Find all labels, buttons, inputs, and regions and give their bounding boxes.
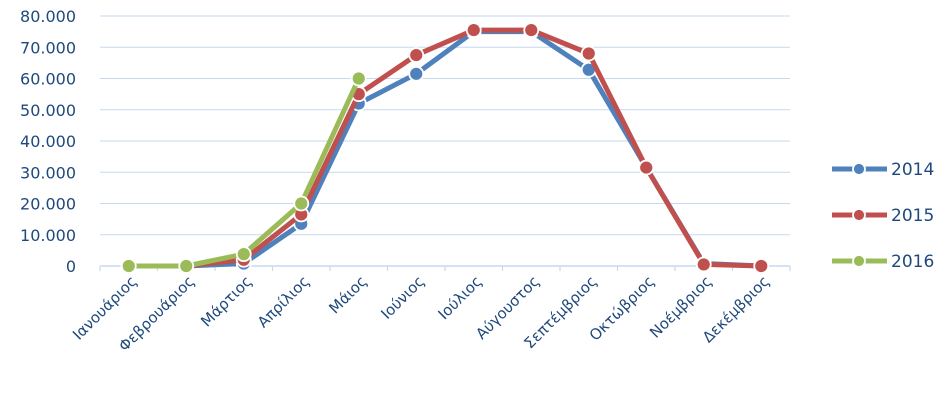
legend-label: 2016: [891, 252, 934, 272]
y-tick-label: 50.000: [20, 101, 76, 120]
legend-swatch-marker: [852, 162, 866, 176]
x-tick-label: Μάιος: [325, 272, 370, 317]
y-tick-label: 80.000: [20, 7, 76, 26]
data-point: [293, 195, 310, 212]
x-tick-label: Ιούλιος: [435, 272, 486, 323]
data-point: [235, 246, 252, 263]
data-point: [580, 45, 597, 62]
y-tick-label: 20.000: [20, 195, 76, 214]
x-tick-label: Μάρτιος: [197, 272, 255, 330]
data-point: [753, 258, 770, 274]
legend-swatch-marker: [852, 254, 866, 268]
data-point: [408, 47, 425, 63]
data-point: [350, 70, 367, 87]
series-line: [126, 27, 764, 269]
series-2015: [120, 22, 770, 274]
data-point: [465, 22, 482, 38]
series-line: [126, 29, 764, 269]
y-axis-ticks: 0 10.000 20.000 30.000 40.000 50.000 60.000 70.…: [20, 7, 76, 276]
x-tick-label: Ιούνιος: [377, 272, 428, 323]
y-tick-label: 60.000: [20, 70, 76, 89]
legend-item: 2015: [832, 206, 934, 226]
legend-swatch-marker: [852, 208, 866, 222]
y-tick-label: 30.000: [20, 163, 76, 182]
data-point: [408, 65, 425, 82]
y-tick-label: 40.000: [20, 132, 76, 151]
y-tick-label: 70.000: [20, 38, 76, 57]
x-tick-label: Απρίλιος: [254, 272, 313, 331]
y-tick-label: 10.000: [20, 226, 76, 245]
legend: 2014 2015 2016: [832, 160, 934, 272]
data-point: [638, 159, 655, 176]
legend-item: 2016: [832, 252, 934, 272]
series-2016: [120, 70, 367, 274]
legend-label: 2015: [891, 206, 934, 226]
series-lines: [120, 22, 770, 274]
data-point: [120, 258, 137, 274]
data-point: [695, 256, 712, 273]
legend-label: 2014: [891, 160, 934, 180]
data-point: [178, 258, 195, 274]
legend-item: 2014: [832, 160, 934, 180]
data-point: [523, 22, 540, 38]
series-2014: [120, 23, 770, 274]
y-tick-label: 0: [66, 257, 76, 276]
gridlines: [100, 15, 790, 236]
